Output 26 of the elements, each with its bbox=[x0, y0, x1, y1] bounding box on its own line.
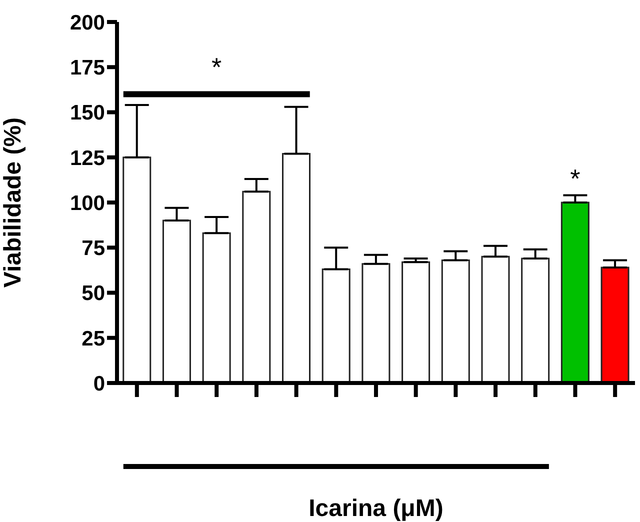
y-tick-label: 200 bbox=[70, 11, 105, 34]
bar bbox=[322, 268, 350, 383]
bar bbox=[560, 202, 590, 383]
x-axis-title: Icarina (μM) bbox=[308, 495, 444, 522]
y-tick-label: 0 bbox=[93, 372, 105, 396]
bar bbox=[402, 261, 430, 383]
bar bbox=[481, 256, 510, 383]
y-tick-label: 150 bbox=[70, 102, 105, 125]
bar bbox=[282, 153, 311, 383]
y-tick-label: 125 bbox=[70, 146, 106, 170]
y-tick-label: 100 bbox=[70, 192, 105, 215]
y-axis-title: Viabilidade (%) bbox=[0, 117, 27, 288]
bar bbox=[162, 220, 191, 383]
annotation: * bbox=[212, 52, 222, 82]
annotation: * bbox=[570, 163, 580, 194]
y-tick-label: 75 bbox=[82, 237, 106, 260]
y-tick-label: 175 bbox=[70, 56, 106, 80]
bar bbox=[122, 156, 152, 383]
bar bbox=[202, 232, 231, 383]
bar bbox=[362, 263, 390, 383]
bar bbox=[521, 258, 550, 383]
bar bbox=[242, 190, 271, 383]
bar bbox=[600, 266, 630, 383]
y-tick-label: 25 bbox=[82, 327, 106, 350]
bar bbox=[441, 260, 470, 383]
y-tick-label: 50 bbox=[82, 282, 105, 306]
